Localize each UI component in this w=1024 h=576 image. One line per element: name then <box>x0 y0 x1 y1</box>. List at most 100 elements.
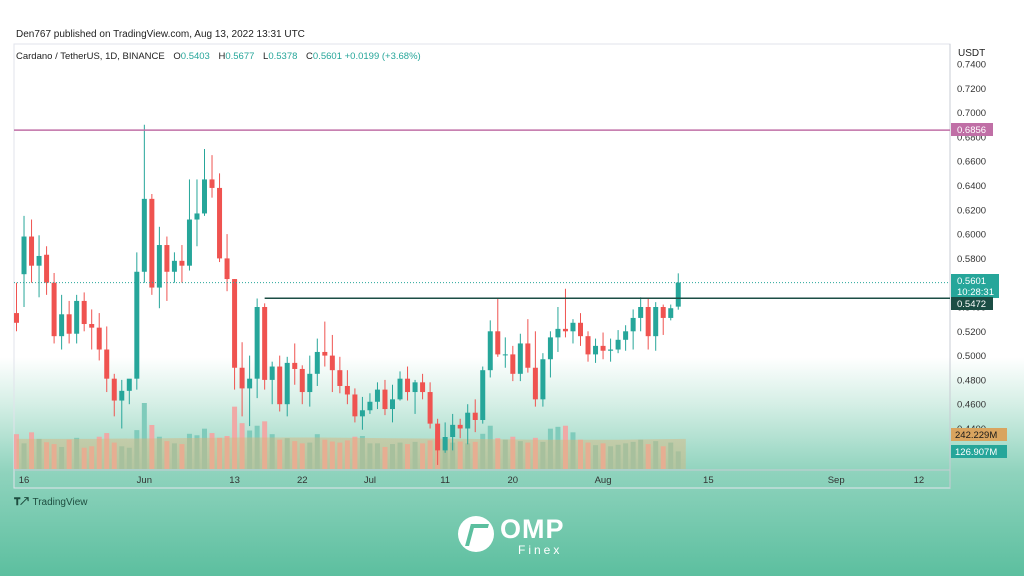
candle-body <box>344 385 350 395</box>
volume-bar <box>615 444 621 469</box>
candle-body <box>367 401 373 411</box>
volume-bar <box>495 438 501 469</box>
candle-body <box>397 378 403 400</box>
last-price-tag <box>951 274 999 298</box>
candle-body <box>653 307 659 337</box>
candle-body <box>540 359 546 400</box>
volume-bar <box>51 444 57 469</box>
volume-ma-area <box>16 437 686 469</box>
volume-bar <box>81 447 87 469</box>
candle-body <box>307 373 313 393</box>
time-axis: 16 Jun 13 22 Jul 11 20 Aug 15 Sep 12 <box>19 475 924 486</box>
volume-bar <box>608 446 614 469</box>
price-axis: 0.7400 0.7200 0.7000 0.6800 0.6600 0.6400 0.62… <box>957 60 986 436</box>
candle-body <box>532 367 538 400</box>
published-line: Den767 published on TradingView.com, Aug… <box>16 29 305 40</box>
candle-body <box>119 390 125 401</box>
candle-body <box>638 307 644 318</box>
candle-body <box>630 317 636 332</box>
tradingview-logo[interactable]: 𝐓↗ TradingView <box>14 497 87 508</box>
volume-bar <box>269 434 275 469</box>
candle-body <box>179 260 185 266</box>
high-value: 0.5677 <box>225 51 255 62</box>
low-value: 0.5378 <box>268 51 298 62</box>
volume-bar <box>104 433 110 469</box>
candle-body <box>89 324 95 328</box>
volume-bar <box>487 425 493 469</box>
volume-bar <box>337 442 343 469</box>
candle-body <box>457 424 463 429</box>
resistance-price-tag <box>951 123 993 136</box>
candle-body <box>164 245 170 272</box>
last-price-label: 0.5601 <box>957 276 986 287</box>
price-axis-title: USDT <box>958 48 986 59</box>
volume-bar <box>171 443 177 469</box>
volume-bar <box>254 425 260 469</box>
candles <box>14 124 681 465</box>
volume-bar <box>480 433 486 469</box>
candle-body <box>502 354 508 356</box>
volume-bar <box>502 439 508 469</box>
candle-body <box>495 331 501 355</box>
volume-bar <box>585 442 591 469</box>
candle-body <box>547 337 553 360</box>
volume-bar <box>247 430 253 469</box>
volume-bar <box>232 406 238 469</box>
symbol-name: Cardano / TetherUS, 1D, BINANCE <box>16 51 165 62</box>
low-label: L <box>263 51 269 62</box>
volume-bar <box>194 435 200 469</box>
support-price-label: 0.5472 <box>957 299 986 310</box>
candle-body <box>111 378 117 401</box>
candle-body <box>247 378 253 389</box>
high-label: H <box>218 51 226 62</box>
candle-body <box>337 370 343 386</box>
close-label: C <box>306 51 313 62</box>
candle-body <box>562 328 568 332</box>
open-value: 0.5403 <box>180 51 210 62</box>
volume-bar <box>390 444 395 469</box>
volume-bar <box>96 436 102 469</box>
open-label: O <box>173 51 181 62</box>
bar-countdown-label: 10:28:31 <box>957 287 994 298</box>
price-tick-label: 0.6600 <box>957 157 986 168</box>
volume-bar <box>29 432 35 469</box>
volume-bar <box>675 451 681 469</box>
candle-body <box>623 331 629 340</box>
candle-body <box>171 260 177 272</box>
volume-bar <box>532 437 538 469</box>
volume-bar <box>668 442 674 469</box>
candle-body <box>660 307 666 318</box>
time-tick-label: Aug <box>595 475 612 486</box>
candle-body <box>675 282 681 307</box>
volume-bar <box>465 443 471 469</box>
candle-body <box>465 412 471 429</box>
candle-body <box>277 366 283 405</box>
candle-body <box>435 423 441 451</box>
omp-brand-name: OMP <box>500 514 565 544</box>
volume-bar <box>630 441 636 469</box>
time-tick-label: 11 <box>440 475 450 486</box>
candle-body <box>81 300 87 325</box>
volume-bar <box>164 441 170 469</box>
candle-body <box>570 322 576 332</box>
candle-body <box>352 394 358 417</box>
candle-body <box>232 279 238 368</box>
volume-bar <box>525 442 531 469</box>
volume-bar <box>36 438 42 469</box>
candle-body <box>66 314 72 334</box>
level-lines <box>14 129 950 300</box>
candle-body <box>390 399 395 410</box>
volume-bar <box>367 443 373 469</box>
candle-body <box>254 307 260 379</box>
candle-body <box>668 308 674 318</box>
price-tick-label: 0.6800 <box>957 132 986 143</box>
volume-bar <box>299 443 305 469</box>
volume-bar <box>638 439 644 469</box>
candle-body <box>239 367 245 389</box>
volume-bar <box>344 440 350 469</box>
symbol-ohlc-line: Cardano / TetherUS, 1D, BINANCE O0.5403 … <box>16 51 421 62</box>
candle-body <box>269 366 275 380</box>
candle-body <box>209 179 215 188</box>
candle-body <box>14 313 19 323</box>
